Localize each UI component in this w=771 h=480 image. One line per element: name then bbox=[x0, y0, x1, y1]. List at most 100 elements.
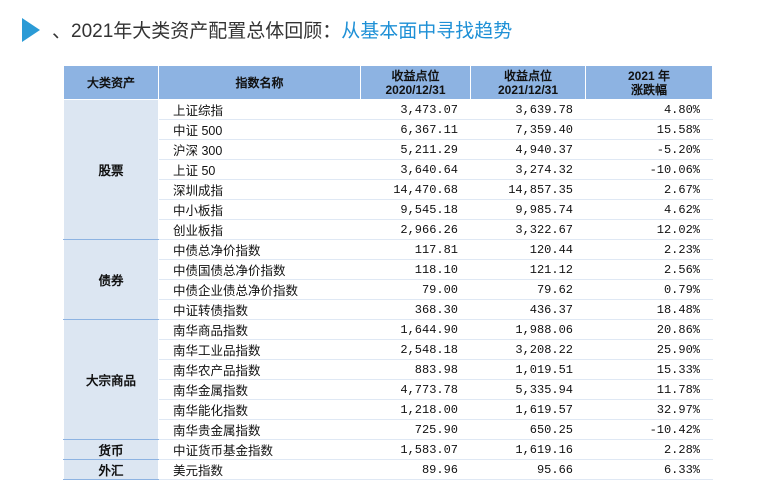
table-row: 中债企业债总净价指数 79.00 79.62 0.79% bbox=[64, 279, 713, 300]
asset-class: 债券 bbox=[63, 239, 159, 320]
value-cell: 32.97% bbox=[585, 399, 713, 420]
table-row: 深圳成指 14,470.68 14,857.35 2.67% bbox=[64, 179, 713, 200]
value-cell: 20.86% bbox=[585, 319, 713, 340]
header-line: 收益点位 bbox=[391, 68, 440, 83]
value-cell: 1,218.00 bbox=[360, 399, 471, 420]
index-name: 深圳成指 bbox=[158, 179, 361, 200]
value-cell: 5,335.94 bbox=[470, 379, 586, 400]
value-cell: 3,473.07 bbox=[360, 99, 471, 120]
value-cell: 3,639.78 bbox=[470, 99, 586, 120]
index-name: 中证 500 bbox=[158, 119, 361, 140]
table-row: 债券 中债总净价指数 117.81 120.44 2.23% bbox=[63, 239, 713, 320]
header-line: 指数名称 bbox=[235, 75, 284, 90]
value-cell: 15.58% bbox=[585, 119, 713, 140]
column-header: 收益点位 2021/12/31 bbox=[470, 65, 586, 100]
value-cell: 118.10 bbox=[360, 259, 471, 280]
asset-class: 外汇 bbox=[63, 459, 159, 480]
header-line: 2020/12/31 bbox=[385, 82, 446, 97]
header-line: 涨跌幅 bbox=[630, 82, 667, 97]
value-cell: 7,359.40 bbox=[470, 119, 586, 140]
index-name: 中证货币基金指数 bbox=[158, 439, 361, 460]
value-cell: 1,644.90 bbox=[360, 319, 471, 340]
asset-class: 货币 bbox=[63, 439, 159, 460]
value-cell: 0.79% bbox=[585, 279, 713, 300]
index-name: 南华农产品指数 bbox=[158, 359, 361, 380]
value-cell: 121.12 bbox=[470, 259, 586, 280]
index-name: 南华金属指数 bbox=[158, 379, 361, 400]
value-cell: -5.20% bbox=[585, 139, 713, 160]
column-header: 大类资产 bbox=[63, 65, 159, 100]
value-cell: -10.42% bbox=[585, 419, 713, 440]
table-row: 南华工业品指数 2,548.18 3,208.22 25.90% bbox=[64, 339, 713, 360]
bullet-icon bbox=[22, 18, 40, 42]
value-cell: 3,640.64 bbox=[360, 159, 471, 180]
value-cell: 883.98 bbox=[360, 359, 471, 380]
value-cell: 1,619.16 bbox=[470, 439, 586, 460]
value-cell: 2.23% bbox=[585, 239, 713, 260]
value-cell: 436.37 bbox=[470, 299, 586, 320]
value-cell: 1,619.57 bbox=[470, 399, 586, 420]
index-name: 中债国债总净价指数 bbox=[158, 259, 361, 280]
column-header: 2021 年涨跌幅 bbox=[585, 65, 713, 100]
header-line: 2021/12/31 bbox=[497, 82, 559, 97]
index-name: 创业板指 bbox=[158, 219, 361, 240]
value-cell: 4.80% bbox=[585, 99, 713, 120]
value-cell: 2,548.18 bbox=[360, 339, 471, 360]
index-name: 上证 50 bbox=[158, 159, 361, 180]
value-cell: 9,985.74 bbox=[470, 199, 586, 220]
value-cell: 1,019.51 bbox=[470, 359, 586, 380]
value-cell: 79.62 bbox=[470, 279, 586, 300]
index-name: 上证综指 bbox=[158, 99, 361, 120]
value-cell: 25.90% bbox=[585, 339, 713, 360]
index-name: 中债企业债总净价指数 bbox=[158, 279, 361, 300]
asset-class: 股票 bbox=[63, 99, 159, 240]
index-name: 南华能化指数 bbox=[158, 399, 361, 420]
value-cell: 368.30 bbox=[360, 299, 471, 320]
value-cell: 11.78% bbox=[585, 379, 713, 400]
column-header: 收益点位 2020/12/31 bbox=[360, 65, 471, 100]
asset-class: 大宗商品 bbox=[63, 319, 159, 440]
value-cell: 12.02% bbox=[585, 219, 713, 240]
value-cell: 650.25 bbox=[470, 419, 586, 440]
index-name: 中债总净价指数 bbox=[158, 239, 361, 260]
index-name: 南华商品指数 bbox=[158, 319, 361, 340]
value-cell: -10.06% bbox=[585, 159, 713, 180]
table-row: 外汇 美元指数 89.96 95.66 6.33% bbox=[63, 459, 713, 480]
index-name: 美元指数 bbox=[158, 459, 361, 480]
value-cell: 4,773.78 bbox=[360, 379, 471, 400]
table-row: 南华能化指数 1,218.00 1,619.57 32.97% bbox=[64, 399, 713, 420]
value-cell: 89.96 bbox=[360, 459, 471, 480]
index-name: 南华工业品指数 bbox=[158, 339, 361, 360]
table-row: 货币 中证货币基金指数 1,583.07 1,619.16 2.28% bbox=[63, 439, 713, 460]
value-cell: 1,988.06 bbox=[470, 319, 586, 340]
value-cell: 2.28% bbox=[585, 439, 713, 460]
value-cell: 14,857.35 bbox=[470, 179, 586, 200]
slide: 、2021年大类资产配置总体回顾：从基本面中寻找趋势 大类资产 指数名称 收益点位 2… bbox=[22, 18, 713, 480]
index-name: 中小板指 bbox=[158, 199, 361, 220]
value-cell: 2.67% bbox=[585, 179, 713, 200]
value-cell: 3,208.22 bbox=[470, 339, 586, 360]
title-highlight: 从基本面中寻找趋势 bbox=[341, 21, 513, 42]
title-prefix: 、2021年大类资产配置总体回顾： bbox=[52, 21, 342, 42]
column-header: 指数名称 bbox=[158, 65, 361, 100]
table-row: 上证 50 3,640.64 3,274.32 -10.06% bbox=[64, 159, 713, 180]
value-cell: 4.62% bbox=[585, 199, 713, 220]
table-body: 股票 上证综指 3,473.07 3,639.78 4.80% 中证 500 6,367.1… bbox=[63, 99, 713, 480]
table-row: 中债国债总净价指数 118.10 121.12 2.56% bbox=[64, 259, 713, 280]
table-row: 中证转债指数 368.30 436.37 18.48% bbox=[64, 299, 713, 320]
value-cell: 15.33% bbox=[585, 359, 713, 380]
table-row: 南华贵金属指数 725.90 650.25 -10.42% bbox=[64, 419, 713, 440]
value-cell: 6,367.11 bbox=[360, 119, 471, 140]
value-cell: 9,545.18 bbox=[360, 199, 471, 220]
value-cell: 725.90 bbox=[360, 419, 471, 440]
index-name: 中证转债指数 bbox=[158, 299, 361, 320]
value-cell: 79.00 bbox=[360, 279, 471, 300]
header-line: 大类资产 bbox=[86, 75, 135, 90]
table-row: 大宗商品 南华商品指数 1,644.90 1,988.06 20.86% bbox=[63, 319, 713, 440]
value-cell: 4,940.37 bbox=[470, 139, 586, 160]
table-row: 中小板指 9,545.18 9,985.74 4.62% bbox=[64, 199, 713, 220]
value-cell: 3,274.32 bbox=[470, 159, 586, 180]
header-line: 2021 年 bbox=[627, 68, 671, 83]
value-cell: 6.33% bbox=[585, 459, 713, 480]
value-cell: 120.44 bbox=[470, 239, 586, 260]
